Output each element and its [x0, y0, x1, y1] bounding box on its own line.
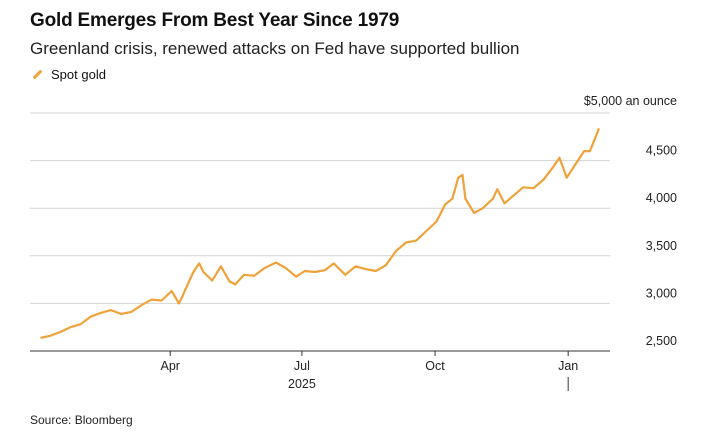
chart-subtitle: Greenland crisis, renewed attacks on Fed…	[30, 39, 520, 58]
x-tick-label: Oct	[425, 359, 445, 373]
x-year-label: 2025	[288, 377, 316, 391]
x-tick-label: Jan	[558, 359, 578, 373]
series-layer	[40, 128, 600, 339]
legend-label-spot-gold: Spot gold	[51, 67, 106, 82]
y-tick-label: 3,500	[646, 239, 677, 253]
x-tick-label: Apr	[161, 359, 180, 373]
y-tick-label: 4,500	[646, 144, 677, 158]
gridlines	[30, 112, 610, 352]
chart-title: Gold Emerges From Best Year Since 1979	[30, 10, 400, 31]
y-unit-label: $5,000 an ounce	[584, 94, 677, 108]
y-tick-label: 3,000	[646, 286, 677, 300]
y-tick-label: 4,000	[646, 191, 677, 205]
x-axis: Apr Jul Oct Jan 2025	[161, 351, 578, 391]
source-note: Source: Bloomberg	[30, 413, 133, 427]
legend: Spot gold	[30, 67, 106, 82]
series-line-spot-gold	[40, 128, 600, 339]
y-axis-ticks: $5,000 an ounce 2,500 3,000 3,500 4,000 4,500	[584, 94, 677, 348]
x-tick-label: Jul	[294, 359, 310, 373]
y-tick-label: 2,500	[646, 334, 677, 348]
